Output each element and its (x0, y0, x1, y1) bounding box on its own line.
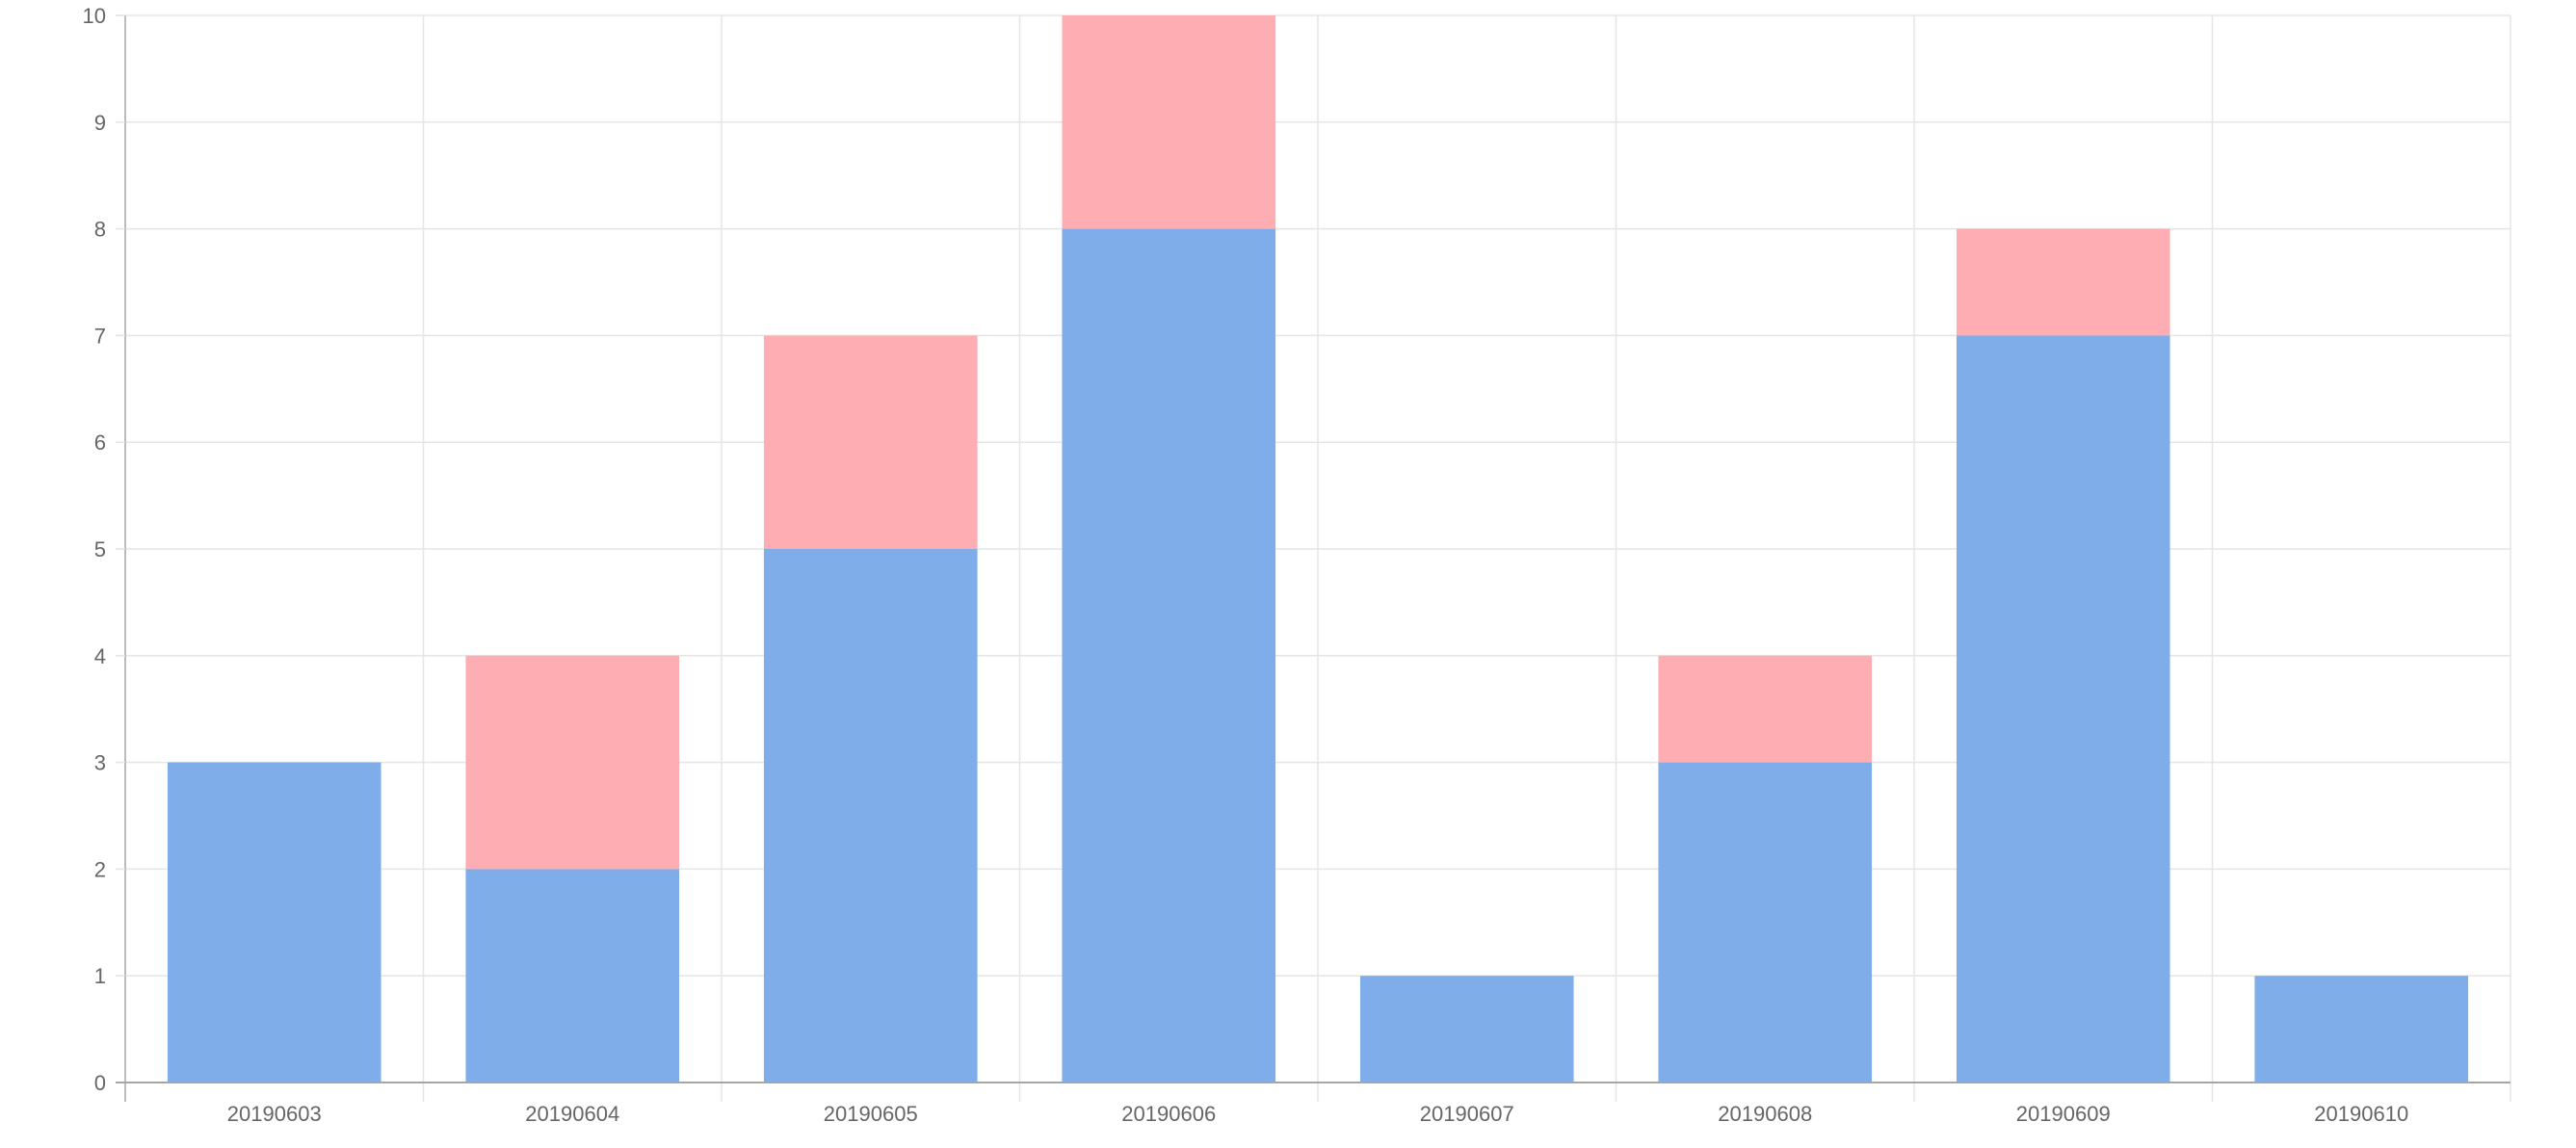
y-tick-label: 4 (94, 644, 106, 668)
x-tick-label: 20190603 (227, 1102, 322, 1126)
x-tick-label: 20190605 (824, 1102, 918, 1126)
y-tick-label: 6 (94, 430, 106, 455)
y-tick-label: 5 (94, 537, 106, 561)
y-tick-labels: 0 1 2 3 4 5 6 7 8 9 10 (83, 4, 106, 1095)
bar-segment (1359, 976, 1574, 1083)
x-tick-label: 20190608 (1718, 1102, 1812, 1126)
bar-segment (1956, 228, 2170, 336)
bar-segment (1062, 228, 1276, 1083)
y-tick-label: 9 (94, 111, 106, 135)
y-tick-label: 1 (94, 964, 106, 988)
y-tick-label: 0 (94, 1071, 106, 1095)
bars-layer (167, 15, 2469, 1083)
x-tick-label: 20190604 (525, 1102, 619, 1126)
bar-segment (167, 762, 381, 1083)
bar-segment (763, 549, 978, 1083)
bar-segment (763, 335, 978, 549)
y-tick-label: 3 (94, 751, 106, 775)
bar-segment (465, 655, 680, 870)
x-tick-label: 20190606 (1121, 1102, 1216, 1126)
bar-segment (1658, 762, 1873, 1083)
bar-segment (1658, 655, 1873, 763)
x-tick-labels: 20190603 20190604 20190605 20190606 20190607… (227, 1102, 2408, 1126)
y-tick-label: 7 (94, 324, 106, 348)
y-tick-label: 2 (94, 857, 106, 881)
bar-segment (1956, 335, 2170, 1083)
x-tick-label: 20190607 (1420, 1102, 1514, 1126)
grid-layer (116, 14, 2511, 1102)
y-tick-label: 10 (83, 4, 106, 28)
x-tick-label: 20190610 (2314, 1102, 2408, 1126)
axis-layer (116, 14, 2510, 1083)
y-tick-label: 8 (94, 218, 106, 242)
bar-segment (2254, 976, 2469, 1083)
bar-segment (465, 869, 680, 1083)
bar-segment (1062, 15, 1276, 229)
x-tick-label: 20190609 (2016, 1102, 2111, 1126)
